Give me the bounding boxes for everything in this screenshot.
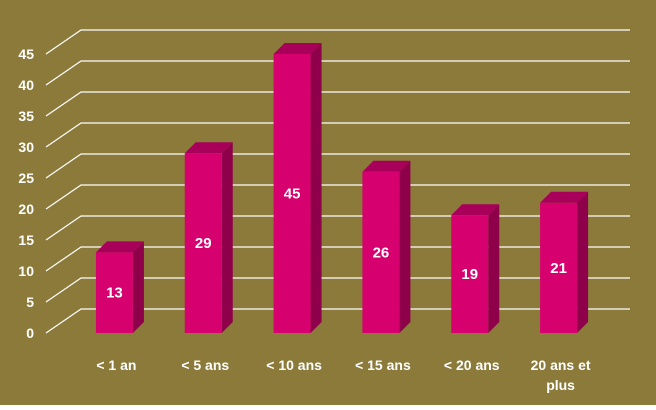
gridline xyxy=(45,215,630,241)
data-label: 21 xyxy=(550,260,567,277)
x-tick-label-line: < 20 ans xyxy=(444,357,500,373)
data-label: 45 xyxy=(284,186,301,203)
gridline xyxy=(45,91,630,117)
y-tick-label: 40 xyxy=(18,77,34,93)
x-tick-label-line: < 1 an xyxy=(96,357,136,373)
bar xyxy=(184,153,222,333)
x-tick-label-line: plus xyxy=(546,377,575,393)
x-tick-label-line: < 15 ans xyxy=(355,357,411,373)
bar-top xyxy=(540,191,589,203)
x-tick-label-line: 20 ans et xyxy=(531,357,591,373)
bar xyxy=(362,171,400,333)
gridline xyxy=(45,122,630,148)
bar-top xyxy=(451,204,500,216)
y-tick-label: 25 xyxy=(18,170,34,186)
gridline xyxy=(45,308,630,334)
data-label: 19 xyxy=(461,266,478,283)
bar-side xyxy=(310,43,322,333)
bar-top xyxy=(184,142,233,154)
y-tick-label: 15 xyxy=(18,232,34,248)
bar xyxy=(95,252,133,333)
bar-side xyxy=(132,241,144,333)
y-tick-label: 30 xyxy=(18,139,34,155)
bars xyxy=(95,43,589,333)
y-tick-label: 45 xyxy=(18,46,34,62)
x-tick-label: < 5 ans xyxy=(181,357,229,373)
x-tick-label-line: < 10 ans xyxy=(266,357,322,373)
bar-side xyxy=(577,191,589,333)
gridline xyxy=(45,184,630,210)
gridline xyxy=(45,277,630,303)
bar-top xyxy=(95,241,144,253)
gridline xyxy=(45,60,630,86)
gridline xyxy=(45,153,630,179)
gridline xyxy=(45,29,630,55)
bar-side xyxy=(488,204,500,333)
bar-top xyxy=(362,160,411,172)
y-tick-label: 0 xyxy=(26,325,34,341)
data-label: 29 xyxy=(195,235,212,252)
y-axis-ticks: 0 5 10 15 20 25 30 35 40 45 xyxy=(18,46,34,341)
gridlines xyxy=(45,29,630,334)
bar-side xyxy=(221,142,233,333)
data-label: 13 xyxy=(106,285,123,302)
data-labels: 13 29 45 26 19 21 xyxy=(106,186,567,302)
y-tick-label: 35 xyxy=(18,108,34,124)
x-tick-label: 20 ans et plus xyxy=(531,357,591,393)
y-tick-label: 20 xyxy=(18,201,34,217)
x-tick-label: < 10 ans xyxy=(266,357,322,373)
bar xyxy=(451,215,489,333)
y-tick-label: 10 xyxy=(18,263,34,279)
data-label: 26 xyxy=(373,244,390,261)
bar-top xyxy=(273,43,322,54)
bar xyxy=(540,202,578,333)
x-tick-label: < 15 ans xyxy=(355,357,411,373)
bar xyxy=(273,54,311,333)
x-tick-label: < 1 an xyxy=(96,357,136,373)
x-tick-label-line: < 5 ans xyxy=(181,357,229,373)
x-axis-ticks: < 1 an < 5 ans < 10 ans < 15 ans < 20 ans 20 … xyxy=(96,357,591,393)
y-tick-label: 5 xyxy=(26,294,34,310)
x-tick-label: < 20 ans xyxy=(444,357,500,373)
gridline xyxy=(45,246,630,272)
bar-side xyxy=(399,160,411,333)
